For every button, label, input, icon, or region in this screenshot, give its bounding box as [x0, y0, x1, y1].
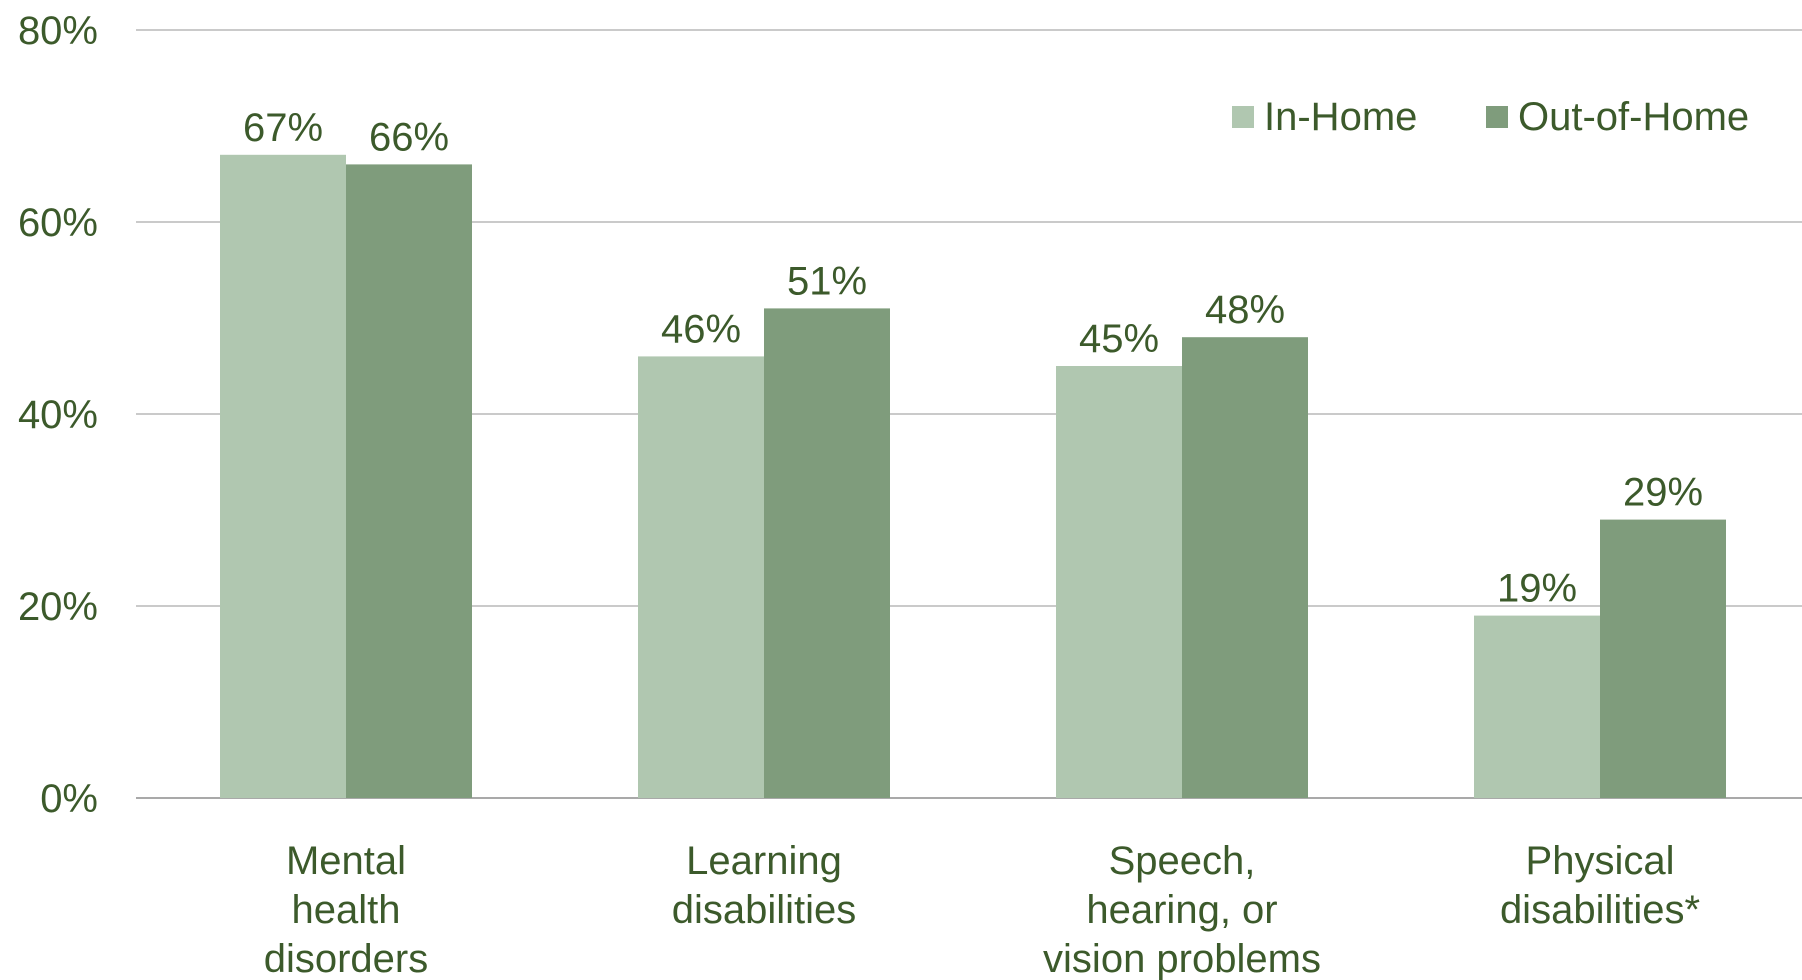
y-tick-label: 80% — [18, 9, 98, 53]
bar-in-home — [638, 356, 764, 798]
legend-label: In-Home — [1264, 95, 1417, 139]
legend-swatch — [1486, 106, 1508, 128]
data-label: 29% — [1623, 471, 1703, 515]
bar-out-of-home — [764, 308, 890, 798]
y-tick-label: 40% — [18, 393, 98, 437]
category-label-line: hearing, or — [1086, 888, 1277, 932]
data-label: 46% — [661, 307, 741, 351]
category-label-line: disabilities — [672, 888, 857, 932]
category-label: Learning disabilities — [672, 839, 857, 932]
bar-in-home — [1056, 366, 1182, 798]
data-label: 48% — [1205, 288, 1285, 332]
data-label: 67% — [243, 106, 323, 150]
data-label: 66% — [369, 115, 449, 159]
y-tick-label: 60% — [18, 201, 98, 245]
legend: In-Home Out-of-Home — [1232, 95, 1749, 139]
data-label: 19% — [1497, 567, 1577, 611]
category-label: Speech, hearing, or vision problems — [1043, 839, 1321, 980]
data-label: 45% — [1079, 317, 1159, 361]
category-labels: Mental health disorders Learning disabilitie… — [264, 839, 1700, 980]
bar-out-of-home — [1182, 337, 1308, 798]
legend-label: Out-of-Home — [1518, 95, 1749, 139]
category-label-line: vision problems — [1043, 937, 1321, 980]
y-tick-label: 0% — [40, 777, 98, 821]
bars — [220, 154, 1726, 799]
category-label-line: Speech, — [1109, 839, 1256, 883]
category-label-line: disabilities* — [1500, 888, 1700, 932]
category-label-line: Mental — [286, 839, 406, 883]
category-label-line: Physical — [1526, 839, 1675, 883]
data-label: 51% — [787, 259, 867, 303]
category-label-line: Learning — [686, 839, 842, 883]
data-labels: 67% 46% 45% 19% 66% 51% 48% 29% — [243, 106, 1703, 611]
category-label: Mental health disorders — [264, 839, 429, 980]
legend-swatch — [1232, 106, 1254, 128]
bar-out-of-home — [1600, 519, 1726, 798]
bar-in-home — [220, 154, 346, 799]
category-label: Physical disabilities* — [1500, 839, 1700, 932]
y-tick-label: 20% — [18, 585, 98, 629]
category-label-line: health — [292, 888, 401, 932]
y-axis-tick-labels: 0% 20% 40% 60% 80% — [18, 9, 98, 821]
bar-out-of-home — [346, 164, 472, 798]
bar-in-home — [1474, 615, 1600, 798]
category-label-line: disorders — [264, 937, 429, 980]
